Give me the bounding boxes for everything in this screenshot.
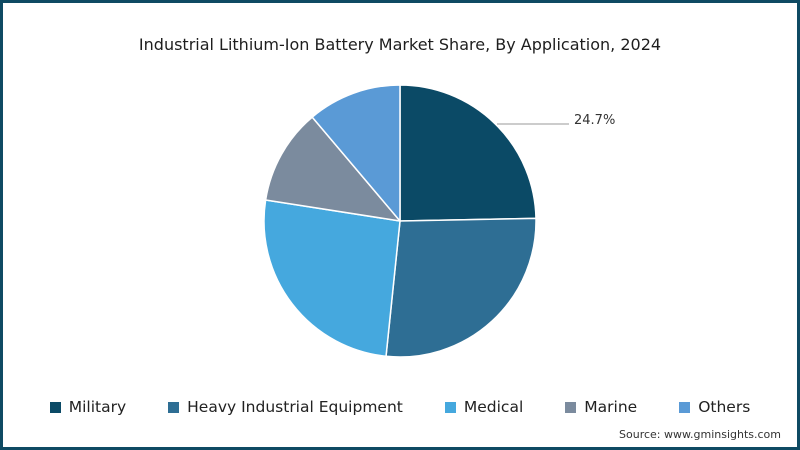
legend: Military Heavy Industrial Equipment Medi… (3, 398, 797, 416)
slice-heavy-industrial-equipment (385, 217, 537, 358)
legend-item-heavy-industrial-equipment: Heavy Industrial Equipment (168, 398, 403, 416)
slice-marine (264, 116, 401, 222)
chart-title: Industrial Lithium-Ion Battery Market Sh… (138, 35, 662, 54)
legend-swatch-military (49, 401, 61, 413)
legend-item-military: Military (49, 398, 127, 416)
legend-swatch-others (679, 401, 691, 413)
legend-label: Others (698, 398, 751, 416)
legend-item-medical: Medical (444, 398, 524, 416)
legend-swatch-heavy-industrial-equipment (168, 401, 180, 413)
legend-item-others: Others (679, 398, 750, 416)
slice-medical (263, 199, 401, 358)
legend-label: Medical (463, 398, 524, 416)
legend-label: Heavy Industrial Equipment (187, 398, 403, 416)
slice-military (399, 84, 537, 222)
legend-label: Military (68, 398, 127, 416)
legend-swatch-marine (565, 401, 577, 413)
legend-label: Marine (584, 398, 638, 416)
legend-swatch-medical (444, 401, 456, 413)
legend-item-marine: Marine (565, 398, 637, 416)
pie-chart (263, 84, 569, 358)
source-credit: Source: www.gminsights.com (619, 428, 781, 441)
slice-others (311, 84, 401, 222)
military-data-label: 24.7% (574, 113, 616, 128)
